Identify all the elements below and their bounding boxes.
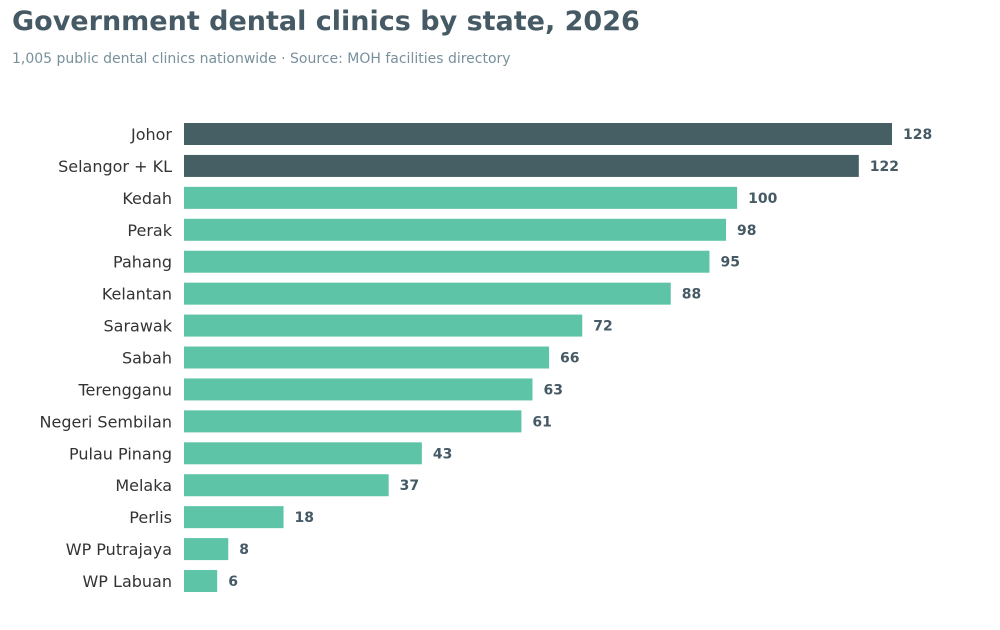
bar-wp-putrajaya: [184, 538, 229, 561]
bar-sarawak: [184, 314, 583, 337]
category-label: Terengganu: [77, 380, 172, 399]
bar-johor: [184, 123, 892, 145]
value-label: 18: [295, 510, 314, 526]
chart-subtitle: 1,005 public dental clinics nationwide ·…: [12, 51, 511, 67]
bar-kelantan: [184, 282, 671, 305]
bar-perlis: [184, 506, 284, 529]
category-label: Negeri Sembilan: [40, 412, 173, 431]
category-label: Perlis: [129, 508, 172, 527]
bar-wp-labuan: [184, 570, 218, 593]
bar-pahang: [184, 250, 710, 273]
value-label: 122: [870, 159, 899, 175]
category-label: Johor: [130, 125, 172, 144]
category-label: Pulau Pinang: [69, 444, 172, 463]
value-label: 100: [748, 191, 777, 207]
category-label: Pahang: [113, 253, 172, 272]
bar-melaka: [184, 474, 389, 497]
category-label: Perak: [127, 221, 172, 240]
bar-sabah: [184, 346, 550, 369]
bar-terengganu: [184, 378, 533, 401]
bar-kedah: [184, 186, 738, 209]
value-label: 88: [682, 287, 701, 303]
category-label: Kedah: [122, 189, 172, 208]
category-label: WP Labuan: [82, 572, 172, 591]
value-label: 72: [593, 319, 612, 335]
category-label: WP Putrajaya: [66, 540, 172, 559]
value-label: 98: [737, 223, 756, 239]
bar-perak: [184, 218, 727, 241]
bar-pulau-pinang: [184, 442, 422, 465]
bar-selangor-kl: [184, 154, 859, 177]
value-label: 8: [239, 542, 249, 558]
category-label: Melaka: [115, 476, 172, 495]
value-label: 66: [560, 351, 579, 367]
category-label: Sarawak: [104, 317, 173, 336]
value-label: 128: [903, 127, 932, 143]
value-label: 95: [720, 255, 739, 271]
chart-title: Government dental clinics by state, 2026: [12, 6, 640, 37]
bar-negeri-sembilan: [184, 410, 522, 433]
value-label: 6: [228, 574, 238, 590]
category-label: Kelantan: [102, 285, 172, 304]
value-label: 43: [433, 446, 452, 462]
category-label: Sabah: [122, 349, 172, 368]
value-label: 61: [532, 414, 551, 430]
category-label: Selangor + KL: [58, 157, 172, 176]
value-label: 63: [543, 382, 562, 398]
value-label: 37: [400, 478, 419, 494]
